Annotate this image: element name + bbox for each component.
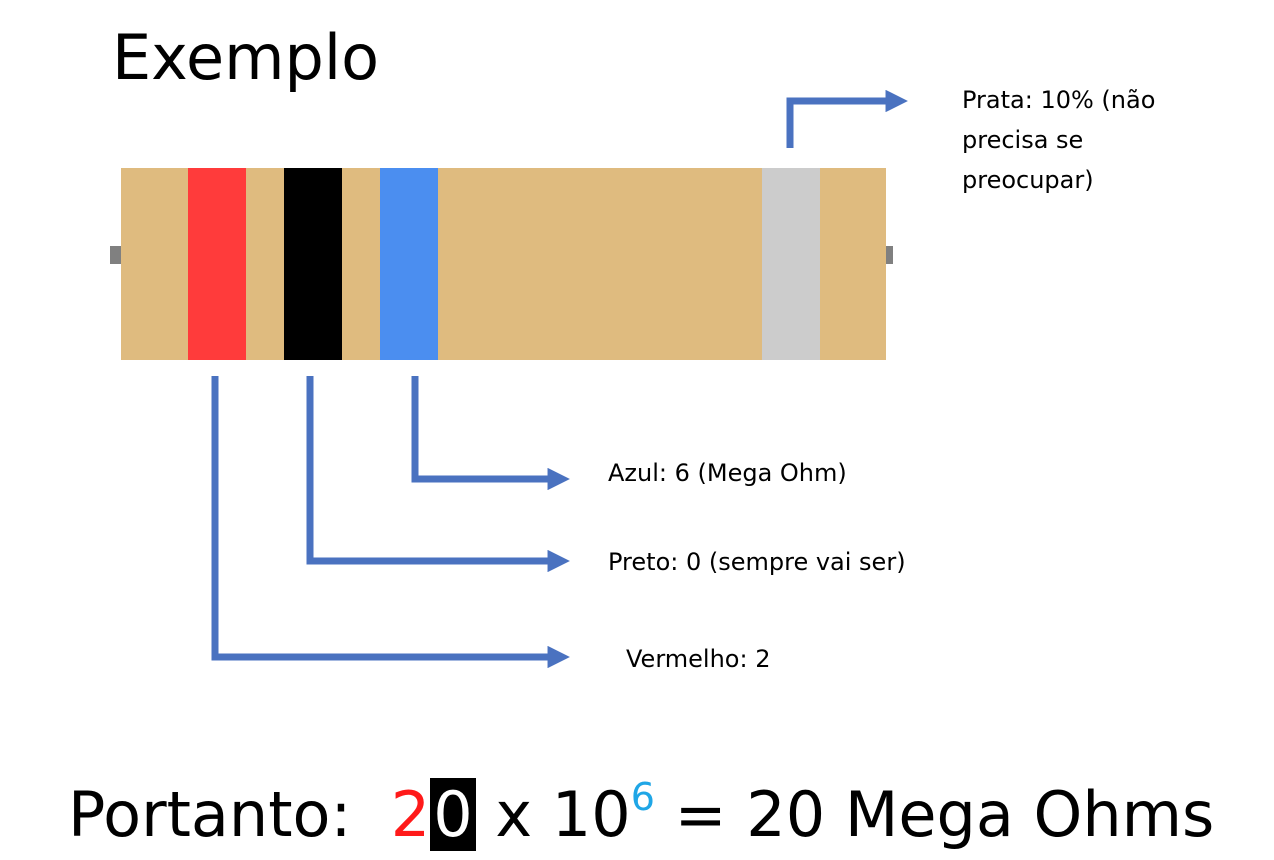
band-red bbox=[188, 168, 246, 360]
resistor-body bbox=[121, 168, 886, 360]
formula-digit-red: 2 bbox=[390, 778, 431, 851]
label-azul: Azul: 6 (Mega Ohm) bbox=[608, 459, 847, 487]
label-preto: Preto: 0 (sempre vai ser) bbox=[608, 548, 906, 576]
resistor-lead-right bbox=[885, 246, 893, 264]
label-vermelho: Vermelho: 2 bbox=[626, 645, 771, 673]
formula-result: = 20 Mega Ohms bbox=[674, 778, 1215, 851]
resistor-lead-left bbox=[110, 246, 122, 264]
arrow-preto bbox=[306, 376, 570, 573]
formula-exponent: 6 bbox=[630, 775, 655, 819]
label-prata-line3: preocupar) bbox=[962, 166, 1094, 194]
formula-digit-black: 0 bbox=[430, 778, 476, 851]
arrow-vermelho bbox=[211, 376, 570, 669]
label-prata-line2: precisa se bbox=[962, 126, 1084, 154]
label-prata: Prata: 10% (não precisa se preocupar) bbox=[962, 80, 1222, 200]
band-black bbox=[284, 168, 342, 360]
arrow-azul bbox=[411, 376, 570, 491]
arrow-prata bbox=[786, 89, 908, 148]
formula: Portanto: 20 x 106 = 20 Mega Ohms bbox=[68, 752, 1214, 860]
slide-title: Exemplo bbox=[112, 21, 380, 94]
band-blue bbox=[380, 168, 438, 360]
formula-times: x 10 bbox=[495, 778, 631, 851]
band-silver bbox=[762, 168, 820, 360]
formula-prefix: Portanto: bbox=[68, 778, 352, 851]
label-prata-line1: Prata: 10% (não bbox=[962, 86, 1156, 114]
